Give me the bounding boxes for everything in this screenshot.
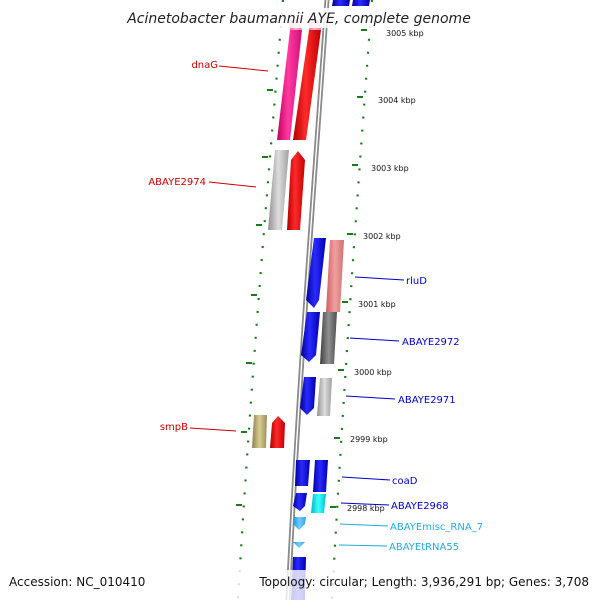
feature-ABAYE2968-cog (311, 494, 326, 513)
tick-label-3001: 3001 kbp (358, 300, 396, 309)
gene-label-ABAYE2974[interactable]: ABAYE2974 (148, 177, 206, 188)
feature-dnaG-cog (277, 30, 302, 140)
map-title: Acinetobacter baumannii AYE, complete ge… (126, 11, 471, 27)
gene-label-smpB[interactable]: smpB (160, 422, 188, 433)
tick-label-2998: 2998 kbp (347, 504, 385, 513)
tick-label-3003: 3003 kbp (371, 164, 409, 173)
feature-ABAYE2971 (300, 377, 316, 415)
feature-ABAYE2972-cog (320, 312, 337, 364)
gene-label-dnaG[interactable]: dnaG (191, 60, 218, 71)
title-backdrop (128, 8, 472, 28)
feature-ABAYE2971-cog (317, 378, 332, 416)
gene-label-ABAYEtRNA55[interactable]: ABAYEtRNA55 (389, 542, 459, 553)
feature-top-blue-a (332, 0, 350, 6)
feature-coaD-2 (313, 460, 328, 492)
feature-ABAYE2974 (287, 151, 305, 230)
leader-coaD (341, 476, 391, 481)
gene-label-ABAYE2971[interactable]: ABAYE2971 (398, 395, 456, 406)
feature-smpB-cog (252, 415, 267, 448)
feature-ABAYE2972 (301, 312, 320, 362)
leader-ABAYE2974 (208, 181, 257, 188)
tick-label-3002: 3002 kbp (363, 232, 401, 241)
tick-label-3005: 3005 kbp (386, 29, 424, 38)
leader-smpB (189, 427, 237, 432)
leader-ABAYE2971 (345, 395, 396, 400)
tick-marks (236, 21, 367, 508)
topology-text: Topology: circular; Length: 3,936,291 bp… (258, 575, 589, 589)
leader-ABAYEtRNA55 (338, 544, 388, 547)
gene-label-rluD[interactable]: rluD (406, 276, 427, 287)
leader-rluD (354, 276, 405, 281)
feature-ABAYE2968 (293, 493, 307, 511)
gene-label-ABAYE2972[interactable]: ABAYE2972 (402, 337, 460, 348)
feature-rluD (306, 238, 326, 308)
gene-label-ABAYE2968[interactable]: ABAYE2968 (391, 501, 449, 512)
gene-label-coaD[interactable]: coaD (392, 476, 418, 487)
feature-dnaG (293, 30, 321, 140)
leader-dnaG (218, 65, 269, 72)
accession-text: Accession: NC_010410 (9, 575, 145, 589)
tick-label-2999: 2999 kbp (350, 435, 388, 444)
feature-ABAYE2974-cog (268, 150, 289, 230)
tick-label-3000: 3000 kbp (354, 368, 392, 377)
feature-ABAYEtRNA55 (293, 542, 305, 548)
feature-top-blue-b (352, 0, 370, 6)
feature-coaD (295, 460, 310, 486)
feature-smpB (270, 416, 285, 448)
leader-ABAYE2972 (349, 337, 400, 342)
leader-ABAYE2968 (340, 502, 390, 506)
footer-backdrop (0, 570, 600, 600)
tick-ring-left (236, 0, 285, 600)
feature-rluD-cog (326, 240, 344, 312)
leader-ABAYEmisc_RNA_7 (339, 523, 389, 527)
feature-ABAYEmisc_RNA_7 (293, 517, 306, 530)
tick-label-3004: 3004 kbp (378, 96, 416, 105)
backbone-inner (287, 0, 328, 600)
gene-label-ABAYEmisc_RNA_7[interactable]: ABAYEmisc_RNA_7 (390, 522, 483, 533)
